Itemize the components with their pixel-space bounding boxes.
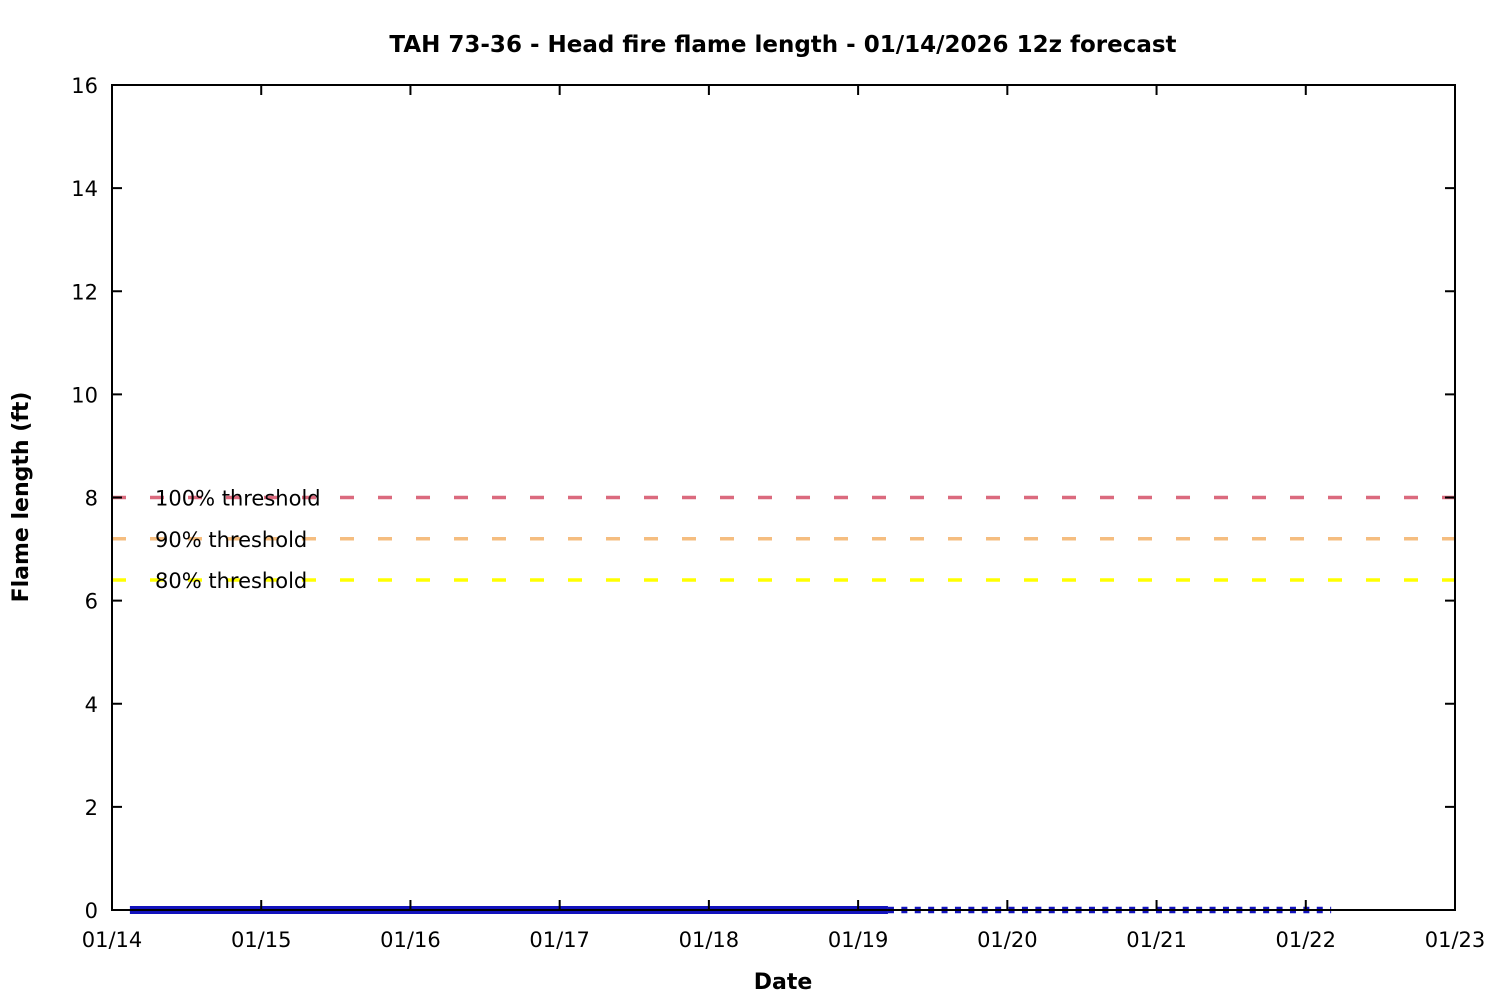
x-tick-label-3: 01/17 (529, 928, 590, 952)
x-axis-label: Date (754, 970, 813, 995)
x-tick-label-5: 01/19 (828, 928, 889, 952)
x-tick-label-2: 01/16 (380, 928, 441, 952)
x-tick-label-4: 01/18 (679, 928, 740, 952)
tick-labels: 01/14 01/15 01/16 01/17 01/18 01/19 01/20 01/21… (71, 74, 1485, 952)
x-tick-label-1: 01/15 (231, 928, 292, 952)
y-tick-label-6: 12 (71, 280, 98, 304)
x-tick-label-6: 01/20 (977, 928, 1038, 952)
y-tick-label-8: 16 (71, 74, 98, 98)
y-tick-label-7: 14 (71, 177, 98, 201)
threshold-label-90pct: 90% threshold (155, 528, 307, 552)
x-tick-label-8: 01/22 (1276, 928, 1337, 952)
y-axis-label: Flame length (ft) (9, 392, 34, 603)
plot-frame (111, 84, 1456, 911)
y-tick-label-4: 8 (85, 487, 98, 511)
x-tick-label-7: 01/21 (1126, 928, 1187, 952)
plot-content: 100% threshold 90% threshold 80% threshold (112, 487, 1455, 914)
chart-title: TAH 73-36 - Head fire flame length - 01/… (389, 32, 1176, 58)
y-tick-label-0: 0 (85, 899, 98, 923)
y-tick-label-1: 2 (85, 796, 98, 820)
x-tick-label-9: 01/23 (1425, 928, 1486, 952)
y-tick-label-5: 10 (71, 383, 98, 407)
y-tick-label-2: 4 (85, 693, 98, 717)
x-tick-label-0: 01/14 (82, 928, 143, 952)
threshold-label-100pct: 100% threshold (155, 487, 321, 511)
threshold-label-80pct: 80% threshold (155, 569, 307, 593)
y-tick-label-3: 6 (85, 590, 98, 614)
